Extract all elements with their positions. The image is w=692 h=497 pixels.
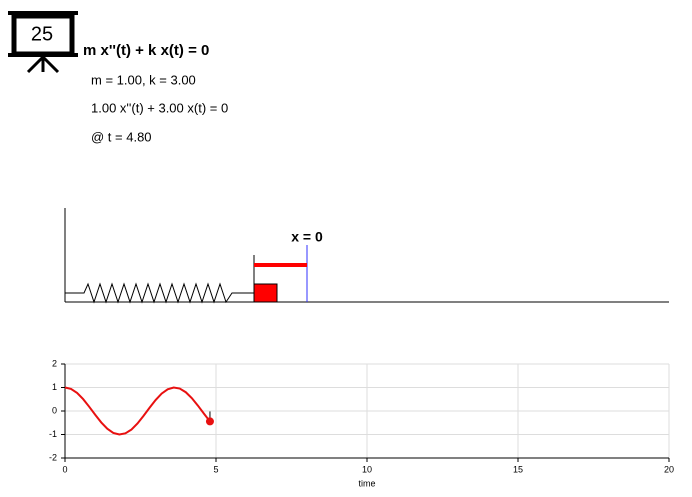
time: @ t = 4.80 — [91, 129, 152, 144]
instance: 1.00 x''(t) + 3.00 x(t) = 0 — [91, 100, 228, 115]
y-tick-label: 2 — [52, 358, 57, 368]
x-tick-label: 20 — [664, 464, 674, 474]
badge-number: 25 — [31, 23, 53, 45]
spring-diagram — [64, 208, 669, 304]
origin-label: x = 0 — [291, 229, 323, 245]
x-tick-label: 5 — [213, 464, 218, 474]
x-axis-label: time — [358, 478, 375, 488]
y-tick-label: -2 — [49, 452, 57, 462]
params: m = 1.00, k = 3.00 — [91, 72, 196, 87]
y-tick-label: -1 — [49, 429, 57, 439]
x-tick-label: 10 — [362, 464, 372, 474]
badge-icon — [8, 11, 78, 74]
x-tick-label: 0 — [62, 464, 67, 474]
y-tick-label: 0 — [52, 405, 57, 415]
equation: m x''(t) + k x(t) = 0 — [83, 42, 209, 59]
series-line — [64, 386, 211, 436]
current-point — [205, 417, 214, 426]
x-tick-label: 15 — [513, 464, 523, 474]
y-tick-label: 1 — [52, 382, 57, 392]
